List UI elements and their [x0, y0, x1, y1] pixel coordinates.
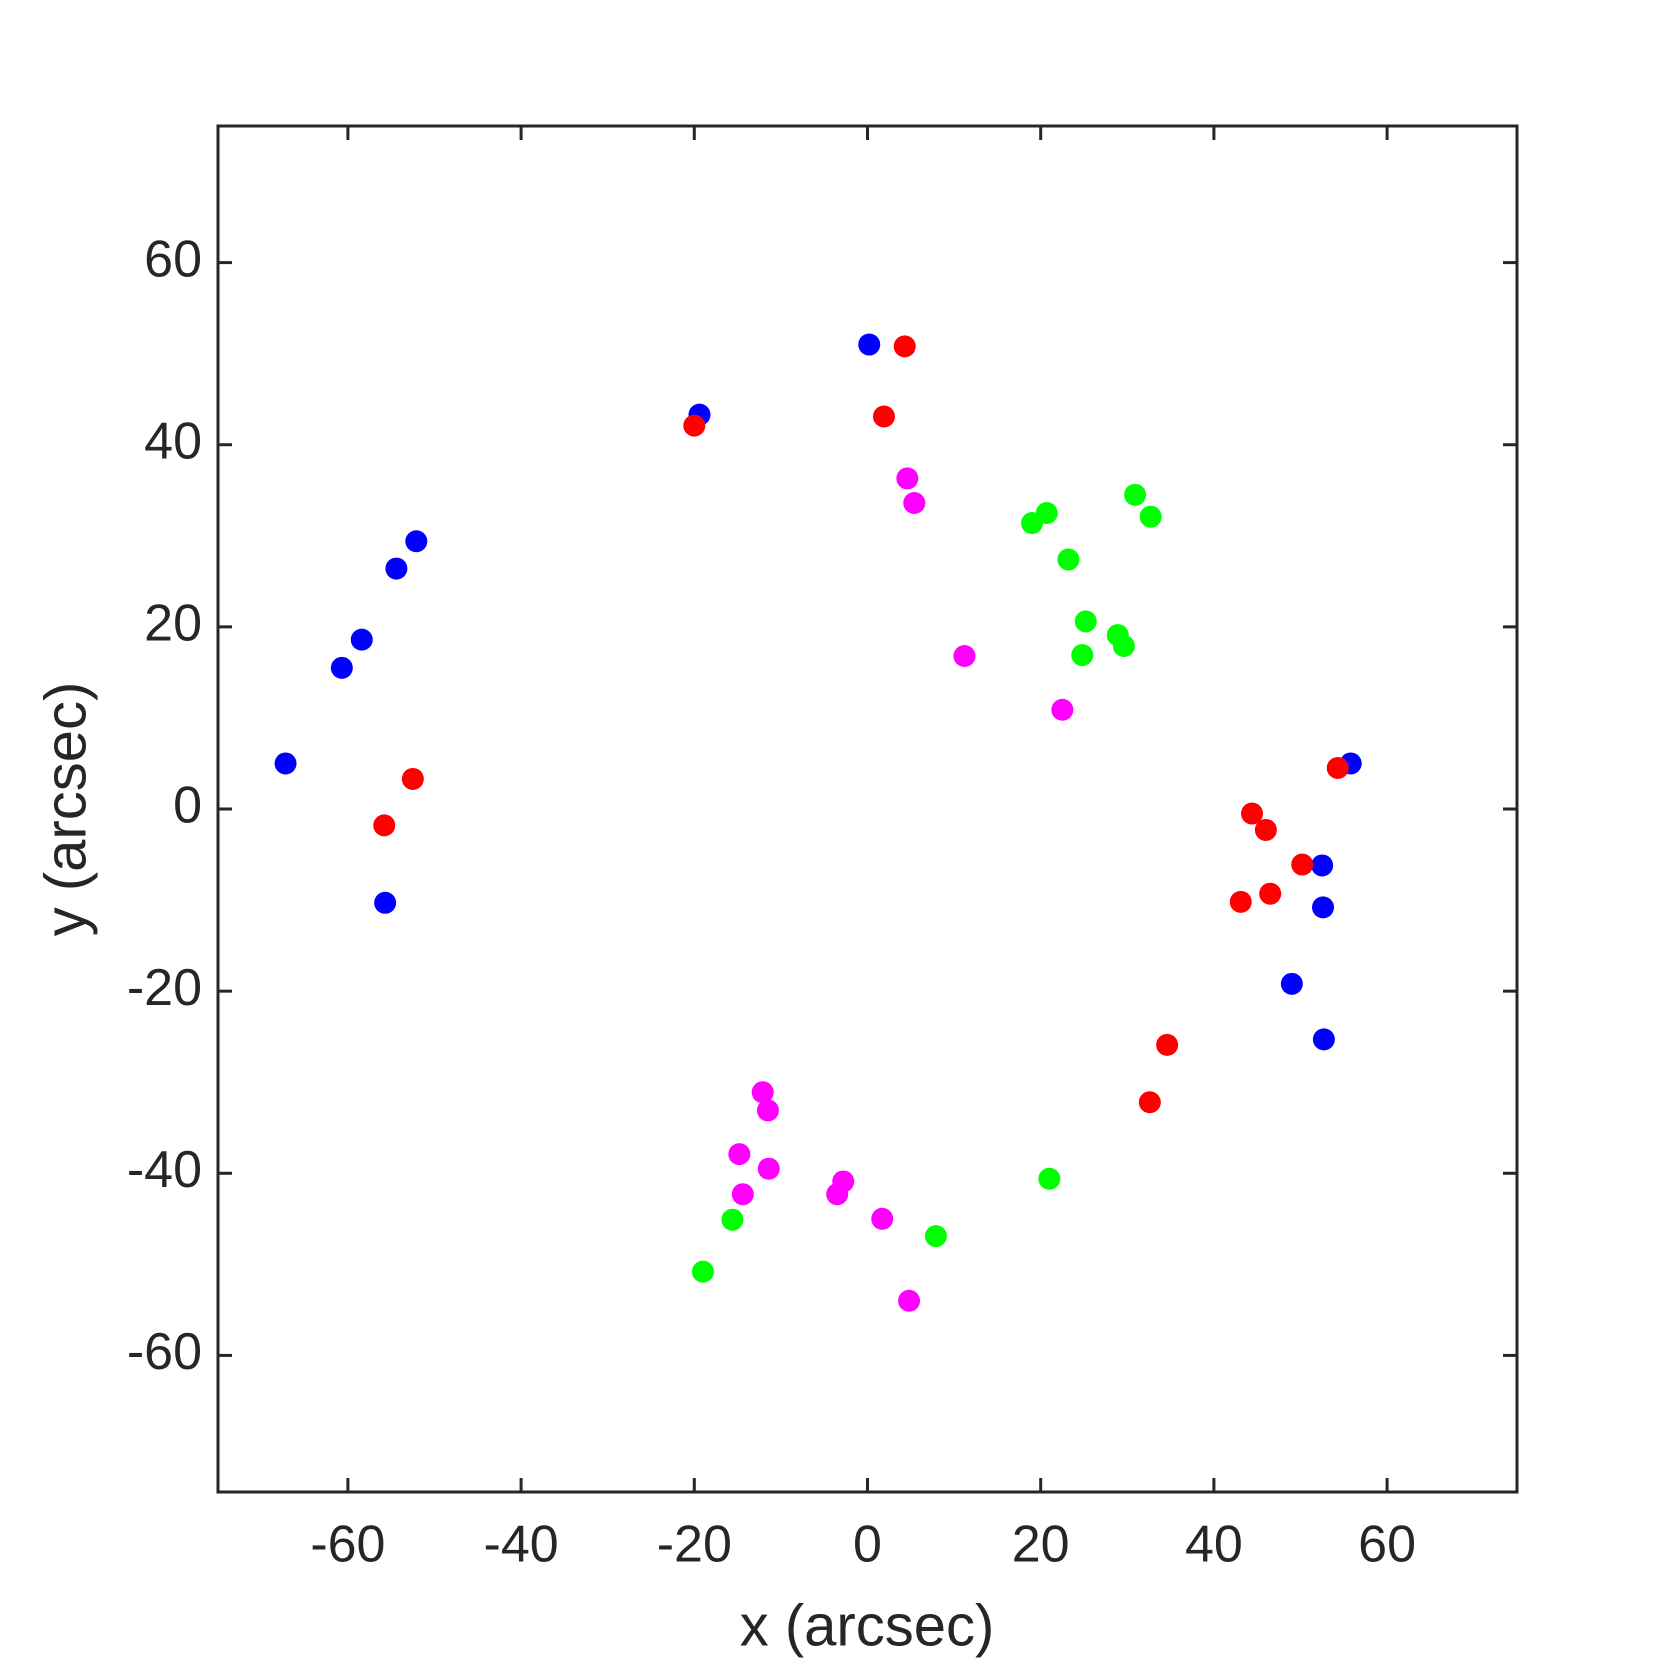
point — [858, 333, 881, 356]
point — [1057, 548, 1080, 571]
point — [373, 814, 396, 837]
point — [1311, 854, 1334, 877]
point — [374, 891, 397, 914]
y-tick-label: -60 — [127, 1323, 202, 1381]
point — [350, 628, 373, 651]
y-tick-label: -20 — [127, 959, 202, 1017]
point — [1124, 483, 1147, 506]
point — [953, 645, 976, 668]
y-tick-label: 0 — [173, 777, 202, 835]
axes-box — [216, 124, 1519, 1494]
point — [1280, 972, 1303, 995]
y-axis-label: y (arcsec) — [33, 682, 98, 937]
x-tick-label: -60 — [310, 1516, 385, 1574]
x-tick-label: 60 — [1358, 1516, 1416, 1574]
x-tick-label: 40 — [1185, 1516, 1243, 1574]
x-tick-label: 0 — [853, 1516, 882, 1574]
point — [1051, 698, 1074, 721]
point — [871, 1207, 894, 1230]
point — [898, 1289, 921, 1312]
point — [721, 1208, 744, 1231]
point — [903, 492, 926, 515]
point — [1071, 644, 1094, 667]
point — [756, 1099, 779, 1122]
point — [893, 335, 916, 358]
point — [1035, 502, 1058, 525]
y-tick-label: 20 — [144, 595, 202, 653]
point — [728, 1143, 751, 1166]
point — [1312, 896, 1335, 919]
point — [1312, 1028, 1335, 1051]
point — [1156, 1033, 1179, 1056]
point — [896, 467, 919, 490]
point — [1112, 634, 1135, 657]
x-tick-label: 20 — [1012, 1516, 1070, 1574]
point — [826, 1183, 849, 1206]
point — [1291, 853, 1314, 876]
y-tick-label: -40 — [127, 1141, 202, 1199]
point — [401, 767, 424, 790]
point — [1138, 1091, 1161, 1114]
point — [1038, 1167, 1061, 1190]
x-tick-label: -40 — [484, 1516, 559, 1574]
point — [691, 1260, 714, 1283]
point — [1241, 802, 1264, 825]
point — [405, 530, 428, 553]
y-tick-label: 40 — [144, 412, 202, 470]
x-axis-label: x (arcsec) — [740, 1593, 995, 1658]
point — [1074, 610, 1097, 633]
point — [1254, 818, 1277, 841]
point — [757, 1157, 780, 1180]
point — [1229, 890, 1252, 913]
point — [274, 752, 297, 775]
point — [1326, 757, 1349, 780]
y-tick-label: 60 — [144, 230, 202, 288]
point — [1139, 505, 1162, 528]
point — [751, 1081, 774, 1104]
point — [924, 1225, 947, 1248]
x-tick-label: -20 — [657, 1516, 732, 1574]
point — [1259, 882, 1282, 905]
point — [683, 414, 706, 437]
point — [330, 656, 353, 679]
point — [731, 1183, 754, 1206]
point — [872, 405, 895, 428]
point — [385, 557, 408, 580]
